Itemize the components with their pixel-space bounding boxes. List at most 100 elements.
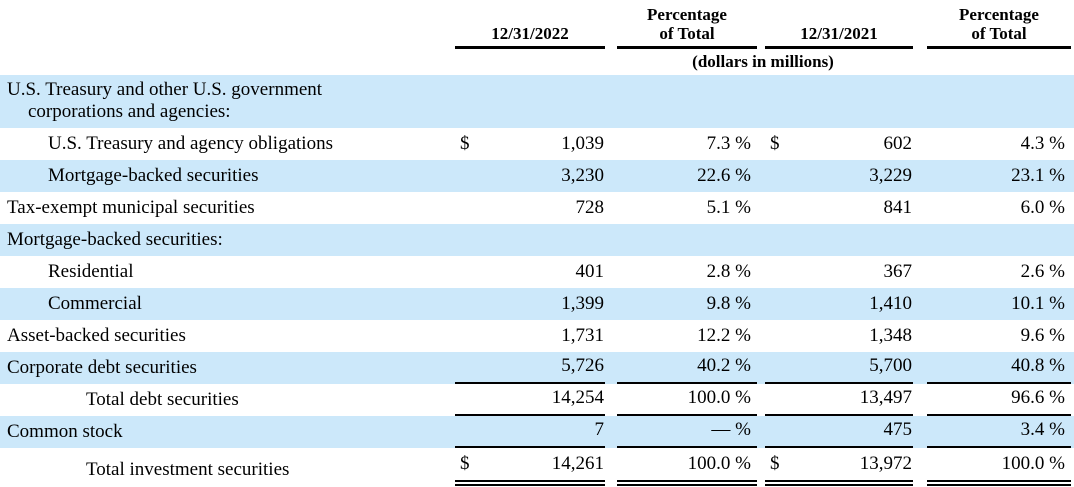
value-cell-2022: 728 <box>455 192 605 224</box>
percent-cell-2021: 10.1 % <box>927 288 1071 320</box>
table-row: Corporate debt securities 5,726 40.2 % 5,70… <box>0 352 1074 384</box>
value-cell-2021: 1,410 <box>765 288 913 320</box>
percent-cell-2022: 2.8 % <box>617 256 757 288</box>
value-cell-2021: 5,700 <box>765 352 913 384</box>
percent-cell-2021: 23.1 % <box>927 160 1071 192</box>
percent-cell-2021: 2.6 % <box>927 256 1071 288</box>
amount-2022: 1,399 <box>561 293 604 314</box>
percent-cell-2022: 40.2 % <box>617 352 757 384</box>
percent-cell-2022 <box>617 224 757 256</box>
row-label-text: Corporate debt securities <box>7 357 197 378</box>
row-label: Corporate debt securities <box>0 352 455 384</box>
row-label-text: Asset-backed securities <box>7 325 186 346</box>
column-gap <box>913 256 927 288</box>
column-gap <box>605 448 617 486</box>
column-gap <box>757 320 765 352</box>
percent-2022: 9.8 % <box>706 293 751 314</box>
column-gap <box>605 224 617 256</box>
column-gap <box>913 192 927 224</box>
column-gap <box>913 224 927 256</box>
column-gap <box>757 75 765 128</box>
percent-cell-2021: 6.0 % <box>927 192 1071 224</box>
percent-2021: 6.0 % <box>1020 197 1065 218</box>
row-label: Total investment securities <box>0 448 455 486</box>
column-gap <box>757 448 765 486</box>
value-cell-2022: 5,726 <box>455 352 605 384</box>
pct-2022-line2: of Total <box>659 24 715 43</box>
percent-cell-2021 <box>927 224 1071 256</box>
table-row: Mortgage-backed securities: <box>0 224 1074 256</box>
row-label-text: Mortgage-backed securities: <box>7 229 223 250</box>
percent-cell-2022: 22.6 % <box>617 160 757 192</box>
table-row: Total investment securities $14,261 100.0 … <box>0 448 1074 486</box>
row-label-text: Common stock <box>7 421 123 442</box>
table-row: Asset-backed securities 1,731 12.2 % 1,348 9… <box>0 320 1074 352</box>
column-gap <box>757 384 765 416</box>
percent-2021: 40.8 % <box>1011 355 1065 376</box>
table-header-row: 12/31/2022 Percentage of Total 12/31/202… <box>0 4 1074 49</box>
row-label: Residential <box>0 256 455 288</box>
percent-2021: 2.6 % <box>1020 261 1065 282</box>
column-gap <box>757 416 765 448</box>
value-cell-2021 <box>765 75 913 128</box>
column-gap <box>605 416 617 448</box>
row-label: Tax-exempt municipal securities <box>0 192 455 224</box>
value-cell-2021 <box>765 224 913 256</box>
column-gap <box>605 128 617 160</box>
row-label: Commercial <box>0 288 455 320</box>
amount-2021: 1,348 <box>869 325 912 346</box>
percent-cell-2021: 100.0 % <box>927 448 1071 486</box>
percent-cell-2021: 96.6 % <box>927 384 1071 416</box>
col-header-2021-label: 12/31/2021 <box>800 24 878 43</box>
amount-2021: 13,972 <box>859 453 912 474</box>
table-row: Total debt securities 14,254 100.0 % 13,497… <box>0 384 1074 416</box>
dollar-sign: $ <box>460 453 470 474</box>
dollar-sign: $ <box>460 133 470 154</box>
column-gap <box>605 160 617 192</box>
value-cell-2022: 1,399 <box>455 288 605 320</box>
col-header-2022-label: 12/31/2022 <box>491 24 569 43</box>
amount-2022: 14,261 <box>551 453 604 474</box>
column-gap <box>605 320 617 352</box>
percent-2021: 100.0 % <box>1001 453 1065 474</box>
row-label: Mortgage-backed securities: <box>0 224 455 256</box>
percent-cell-2021: 40.8 % <box>927 352 1071 384</box>
percent-cell-2022: — % <box>617 416 757 448</box>
column-gap <box>757 352 765 384</box>
row-label-text: Tax-exempt municipal securities <box>7 197 255 218</box>
percent-cell-2022: 12.2 % <box>617 320 757 352</box>
percent-2022: — % <box>711 419 751 440</box>
value-cell-2022: 3,230 <box>455 160 605 192</box>
pct-2022-line1: Percentage <box>647 5 727 24</box>
value-cell-2022 <box>455 75 605 128</box>
value-cell-2021: $13,972 <box>765 448 913 486</box>
column-gap <box>913 448 927 486</box>
row-label: Total debt securities <box>0 384 455 416</box>
percent-cell-2021: 3.4 % <box>927 416 1071 448</box>
column-gap <box>913 128 927 160</box>
row-label-text: Total debt securities <box>86 389 239 410</box>
percent-cell-2021: 4.3 % <box>927 128 1071 160</box>
value-cell-2021: 13,497 <box>765 384 913 416</box>
column-gap <box>605 384 617 416</box>
amount-2022: 3,230 <box>561 165 604 186</box>
amount-2021: 5,700 <box>869 355 912 376</box>
value-cell-2022: 14,254 <box>455 384 605 416</box>
row-label: Mortgage-backed securities <box>0 160 455 192</box>
dollar-sign: $ <box>770 133 780 154</box>
percent-2022: 2.8 % <box>706 261 751 282</box>
amount-2021: 1,410 <box>869 293 912 314</box>
value-cell-2022: $14,261 <box>455 448 605 486</box>
value-cell-2022: $1,039 <box>455 128 605 160</box>
percent-2022: 40.2 % <box>697 355 751 376</box>
percent-cell-2022: 100.0 % <box>617 448 757 486</box>
value-cell-2021: 3,229 <box>765 160 913 192</box>
column-gap <box>913 320 927 352</box>
table-row: Commercial 1,399 9.8 % 1,410 10.1 % <box>0 288 1074 320</box>
pct-2021-line1: Percentage <box>959 5 1039 24</box>
percent-2022: 5.1 % <box>706 197 751 218</box>
percent-cell-2022 <box>617 75 757 128</box>
percent-cell-2022: 7.3 % <box>617 128 757 160</box>
table-body: U.S. Treasury and other U.S. government c… <box>0 75 1074 486</box>
amount-2022: 728 <box>575 197 605 218</box>
